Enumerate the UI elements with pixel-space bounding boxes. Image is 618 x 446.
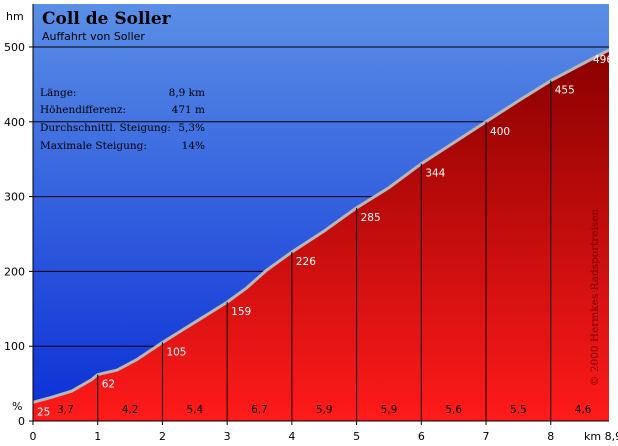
km-marker-lines bbox=[97, 80, 552, 421]
profile-edge-line bbox=[32, 48, 610, 404]
x-tick-label-7: 7 bbox=[483, 430, 490, 443]
elevation-label-344: 344 bbox=[425, 168, 445, 180]
elevation-label-159: 159 bbox=[231, 306, 251, 318]
x-tick-label-1: 1 bbox=[94, 430, 101, 443]
gradient-label-km-3: 5,4 bbox=[186, 404, 203, 416]
x-axis-ticks: 0 1 2 3 4 5 6 7 8 bbox=[30, 421, 554, 443]
elevation-labels: 25 62 105 159 226 285 344 400 455 496 bbox=[37, 54, 613, 418]
elevation-label-496: 496 bbox=[593, 54, 613, 66]
elevation-label-62: 62 bbox=[102, 379, 115, 391]
info-value-average-gradient: 5,3% bbox=[178, 122, 205, 134]
gradient-axis-label: % bbox=[12, 400, 22, 413]
gradient-label-km-6: 5,9 bbox=[381, 404, 398, 416]
x-tick-label-6: 6 bbox=[418, 430, 425, 443]
x-tick-label-0: 0 bbox=[30, 430, 37, 443]
gradient-label-km-5: 5,9 bbox=[316, 404, 333, 416]
copyright-text: © 2000 Hermkes Radsportreisen bbox=[589, 208, 601, 386]
info-label-average-gradient: Durchschnittl. Steigung: bbox=[40, 122, 171, 134]
y-tick-label-300: 300 bbox=[4, 191, 25, 204]
y-tick-label-0: 0 bbox=[18, 415, 25, 428]
gradient-label-km-8: 5,5 bbox=[510, 404, 527, 416]
y-tick-label-400: 400 bbox=[4, 116, 25, 129]
y-tick-label-200: 200 bbox=[4, 265, 25, 278]
profile-area bbox=[33, 50, 609, 421]
x-tick-label-2: 2 bbox=[159, 430, 166, 443]
info-value-length: 8,9 km bbox=[169, 87, 205, 99]
y-tick-label-500: 500 bbox=[4, 41, 25, 54]
gradient-label-km-4: 6,7 bbox=[251, 404, 268, 416]
elevation-label-105: 105 bbox=[166, 346, 186, 358]
gradient-label-km-1: 3,7 bbox=[57, 404, 74, 416]
gradient-label-km-2: 4,2 bbox=[122, 404, 139, 416]
info-label-max-gradient: Maximale Steigung: bbox=[40, 140, 147, 152]
chart-title: Coll de Soller bbox=[42, 9, 172, 29]
gradient-labels: 3,7 4,2 5,4 6,7 5,9 5,9 5,6 5,5 4,6 bbox=[57, 404, 592, 416]
chart-subtitle: Auffahrt von Soller bbox=[42, 30, 145, 43]
y-unit-label: hm bbox=[6, 10, 24, 23]
info-label-elevation-gain: Höhendifferenz: bbox=[40, 104, 126, 116]
gradient-label-km-7: 5,6 bbox=[445, 404, 462, 416]
elevation-label-25: 25 bbox=[37, 406, 50, 418]
x-tick-label-8: 8 bbox=[547, 430, 554, 443]
info-value-elevation-gain: 471 m bbox=[172, 104, 205, 116]
elevation-label-226: 226 bbox=[296, 256, 316, 268]
x-tick-label-4: 4 bbox=[288, 430, 295, 443]
elevation-label-400: 400 bbox=[490, 126, 510, 138]
x-unit-label: km 8,9 bbox=[584, 430, 618, 443]
elevation-label-455: 455 bbox=[555, 85, 575, 97]
gradient-label-km-9: 4,6 bbox=[575, 404, 592, 416]
elevation-label-285: 285 bbox=[361, 212, 381, 224]
x-tick-label-3: 3 bbox=[224, 430, 231, 443]
y-tick-label-100: 100 bbox=[4, 340, 25, 353]
info-box: Länge: 8,9 km Höhendifferenz: 471 m Durc… bbox=[40, 87, 205, 152]
info-value-max-gradient: 14% bbox=[182, 140, 205, 152]
x-tick-label-5: 5 bbox=[353, 430, 360, 443]
info-label-length: Länge: bbox=[40, 87, 76, 99]
y-axis-ticks: 0 100 200 300 400 500 bbox=[4, 41, 33, 428]
